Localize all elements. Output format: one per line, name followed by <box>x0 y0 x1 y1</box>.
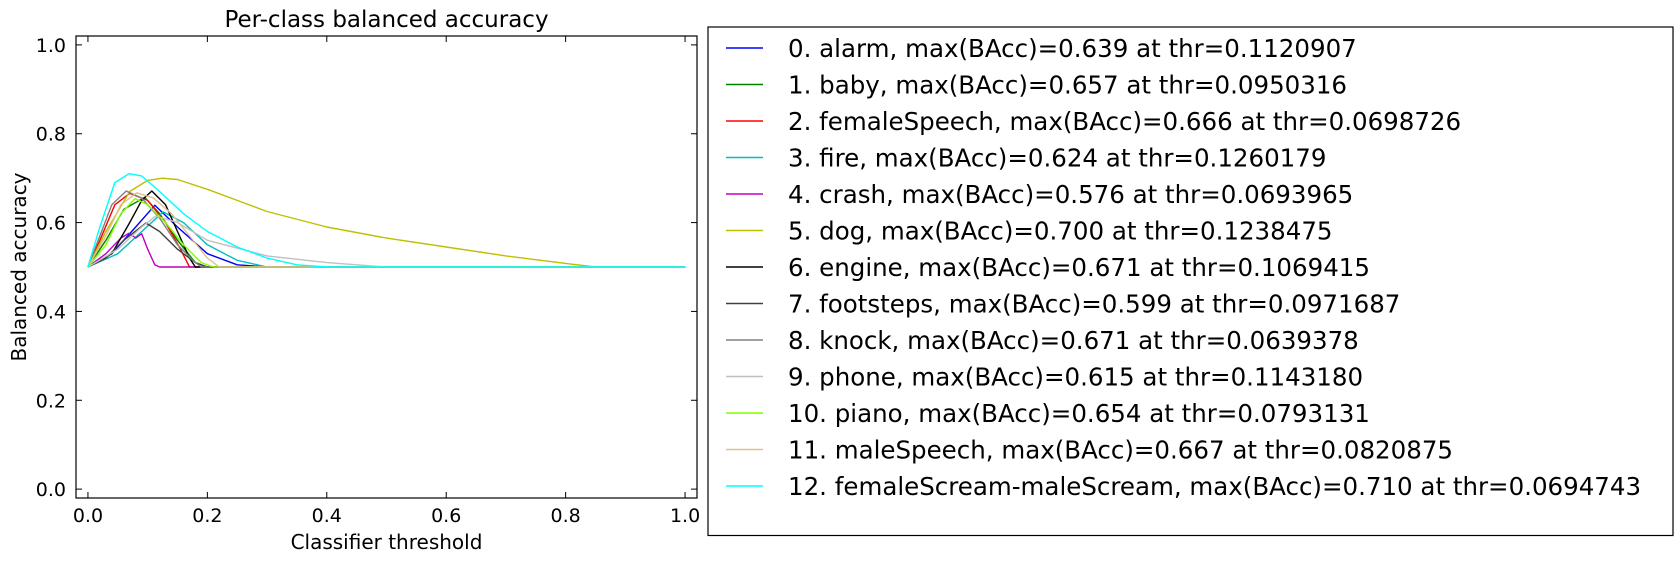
plot-lines <box>87 173 686 268</box>
legend-entry-10: 10. piano, max(BAcc)=0.654 at thr=0.0793… <box>788 399 1370 428</box>
legend-entry-0: 0. alarm, max(BAcc)=0.639 at thr=0.11209… <box>788 34 1357 63</box>
x-tick-label: 0.6 <box>431 505 461 527</box>
legend-items: 0. alarm, max(BAcc)=0.639 at thr=0.11209… <box>726 34 1641 501</box>
legend-entry-6: 6. engine, max(BAcc)=0.671 at thr=0.1069… <box>788 253 1370 282</box>
series-line-8 <box>87 190 686 268</box>
series-line-0 <box>87 204 686 268</box>
x-tick-label: 1.0 <box>670 505 700 527</box>
x-tick-label: 0.8 <box>551 505 581 527</box>
series-line-5 <box>87 177 686 268</box>
legend-entry-12: 12. femaleScream-maleScream, max(BAcc)=0… <box>788 472 1641 501</box>
x-tick-label: 0.4 <box>312 505 342 527</box>
legend-box <box>707 26 1674 537</box>
x-axis-label: Classifier threshold <box>291 530 483 554</box>
series-line-12 <box>87 173 686 268</box>
y-tick-label: 0.8 <box>36 124 66 146</box>
y-tick-label: 0.4 <box>36 301 66 323</box>
legend-entry-1: 1. baby, max(BAcc)=0.657 at thr=0.095031… <box>788 71 1347 100</box>
series-line-10 <box>87 197 686 268</box>
y-tick-label: 0.6 <box>36 213 66 235</box>
y-tick-label: 0.0 <box>36 479 66 501</box>
legend-entry-8: 8. knock, max(BAcc)=0.671 at thr=0.06393… <box>788 326 1359 355</box>
legend-entry-2: 2. femaleSpeech, max(BAcc)=0.666 at thr=… <box>788 107 1461 136</box>
y-tick-label: 1.0 <box>36 35 66 57</box>
y-axis-label: Balanced accuracy <box>7 172 31 361</box>
series-line-6 <box>87 190 686 268</box>
series-line-11 <box>87 192 686 268</box>
series-line-2 <box>87 192 686 268</box>
legend-entry-9: 9. phone, max(BAcc)=0.615 at thr=0.11431… <box>788 363 1363 392</box>
y-tick-label: 0.2 <box>36 390 66 412</box>
x-tick-label: 0.0 <box>73 505 103 527</box>
x-tick-label: 0.2 <box>192 505 222 527</box>
legend-entry-11: 11. maleSpeech, max(BAcc)=0.667 at thr=0… <box>788 436 1453 465</box>
series-line-9 <box>87 215 686 268</box>
legend-entry-7: 7. footsteps, max(BAcc)=0.599 at thr=0.0… <box>788 290 1400 319</box>
x-axis-ticks: 0.0 0.2 0.4 0.6 0.8 1.0 <box>73 36 700 527</box>
legend-entry-4: 4. crash, max(BAcc)=0.576 at thr=0.06939… <box>788 180 1353 209</box>
chart-title: Per-class balanced accuracy <box>224 7 548 33</box>
y-axis-ticks: 0.0 0.2 0.4 0.6 0.8 1.0 <box>36 35 697 501</box>
plot-frame <box>75 35 698 499</box>
series-line-4 <box>87 232 686 268</box>
series-line-3 <box>87 211 686 268</box>
legend-entry-3: 3. fire, max(BAcc)=0.624 at thr=0.126017… <box>788 144 1326 173</box>
legend-entry-5: 5. dog, max(BAcc)=0.700 at thr=0.1238475 <box>788 217 1333 246</box>
